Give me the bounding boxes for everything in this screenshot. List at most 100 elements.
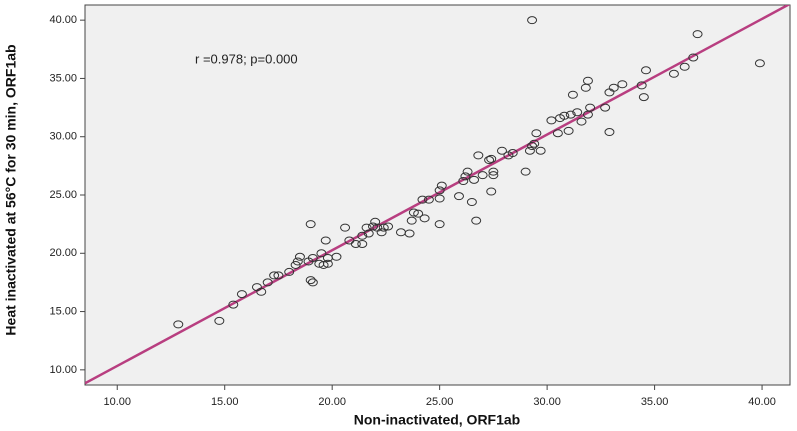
point	[378, 223, 389, 232]
y-axis-title: Heat inactivated at 56°C for 30 min, ORF…	[3, 44, 19, 335]
point	[488, 167, 499, 176]
x-axis-title: Non-inactivated, ORF1ab	[354, 412, 520, 428]
y-tick-label: 30.00	[49, 131, 77, 143]
y-tick-label: 40.00	[49, 14, 77, 26]
point	[486, 154, 497, 163]
point	[527, 142, 538, 151]
point	[292, 257, 303, 266]
point	[214, 316, 225, 325]
point	[340, 223, 351, 232]
point	[436, 181, 447, 190]
x-tick-label: 10.00	[103, 396, 131, 408]
point	[524, 146, 535, 155]
point	[638, 93, 649, 102]
point	[331, 252, 342, 261]
point	[322, 259, 333, 268]
point	[636, 81, 647, 90]
point	[496, 146, 507, 155]
point	[520, 167, 531, 176]
point	[434, 194, 445, 203]
point	[316, 249, 327, 258]
point	[361, 223, 372, 232]
point	[469, 175, 480, 184]
point	[563, 126, 574, 135]
point	[413, 209, 424, 218]
point	[406, 216, 417, 225]
point	[484, 156, 495, 165]
annotation: r =0.978; p=0.000	[195, 51, 298, 66]
point	[262, 278, 273, 287]
point	[273, 271, 284, 280]
point	[294, 252, 305, 261]
x-tick-label: 15.00	[211, 396, 239, 408]
point	[486, 187, 497, 196]
point	[640, 66, 651, 75]
point	[692, 30, 703, 39]
point	[307, 278, 318, 287]
point	[408, 208, 419, 217]
y-tick-label: 20.00	[49, 247, 77, 259]
point	[531, 129, 542, 138]
x-tick-label: 40.00	[748, 396, 776, 408]
point	[320, 236, 331, 245]
point	[471, 216, 482, 225]
point	[567, 90, 578, 99]
point	[462, 167, 473, 176]
x-tick-label: 35.00	[641, 396, 669, 408]
point	[404, 229, 415, 238]
point	[604, 128, 615, 137]
point	[507, 149, 518, 158]
point	[565, 110, 576, 119]
x-tick-label: 30.00	[533, 396, 561, 408]
point	[559, 111, 570, 120]
point	[383, 222, 394, 231]
point	[688, 53, 699, 62]
point	[357, 231, 368, 240]
point	[305, 276, 316, 285]
y-tick-label: 35.00	[49, 72, 77, 84]
point	[535, 146, 546, 155]
point	[423, 195, 434, 204]
point	[318, 260, 329, 269]
point	[363, 229, 374, 238]
point	[228, 300, 239, 309]
point	[173, 320, 184, 329]
point	[370, 217, 381, 226]
x-tick-label: 25.00	[426, 396, 454, 408]
point	[679, 62, 690, 71]
point	[477, 171, 488, 180]
point	[368, 222, 379, 231]
x-tick-label: 20.00	[318, 396, 346, 408]
point	[458, 177, 469, 186]
point	[576, 117, 587, 126]
point	[453, 192, 464, 201]
point	[434, 220, 445, 229]
y-tick-label: 25.00	[49, 189, 77, 201]
point	[307, 253, 318, 262]
point	[305, 220, 316, 229]
point	[546, 116, 557, 125]
points	[173, 16, 765, 329]
point	[269, 271, 280, 280]
point	[668, 69, 679, 78]
point	[608, 83, 619, 92]
point	[357, 239, 368, 248]
point	[284, 267, 295, 276]
point	[419, 214, 430, 223]
point	[617, 80, 628, 89]
point	[529, 139, 540, 148]
y-tick-label: 15.00	[49, 305, 77, 317]
point	[376, 228, 387, 237]
point	[460, 172, 471, 181]
point	[754, 59, 765, 68]
point	[552, 129, 563, 138]
point	[488, 171, 499, 180]
point	[417, 195, 428, 204]
point	[466, 197, 477, 206]
point	[473, 151, 484, 160]
point	[582, 76, 593, 85]
y-tick-label: 10.00	[49, 364, 77, 376]
point	[585, 103, 596, 112]
